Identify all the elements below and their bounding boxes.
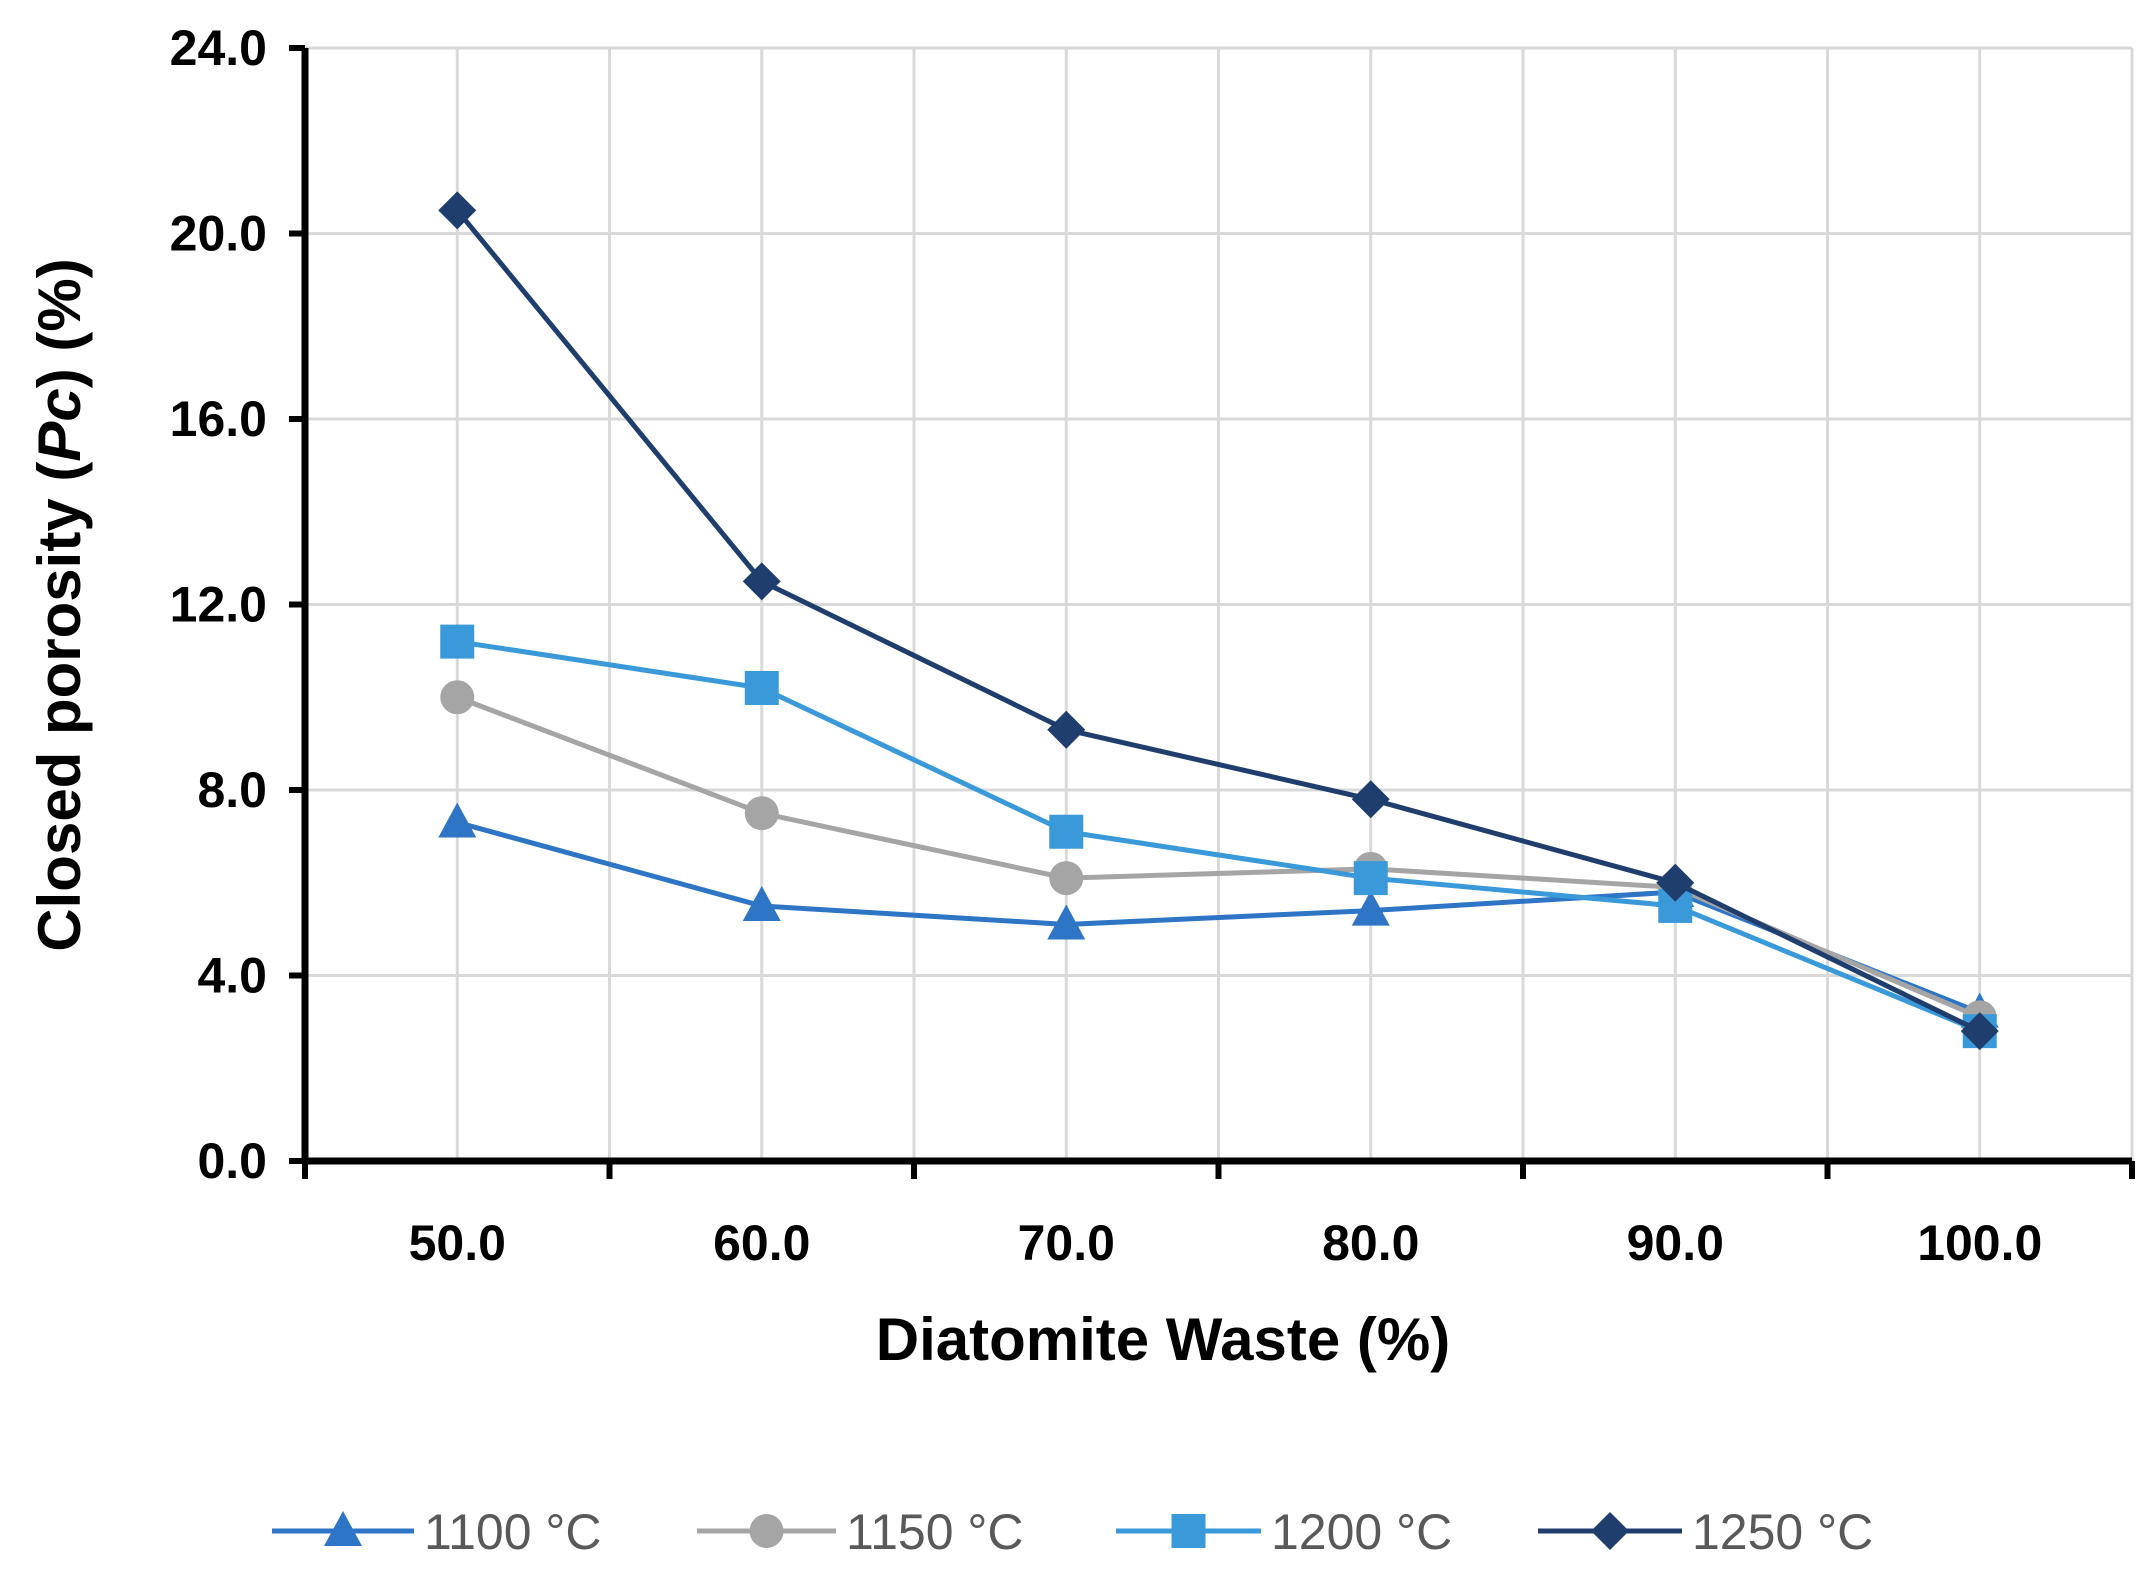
y-tick-label: 16.0 (170, 391, 267, 447)
data-point (1351, 780, 1390, 819)
legend-item: 1100 °C (272, 1504, 602, 1560)
y-axis-title-prefix: Closed porosity ( (26, 462, 93, 952)
data-point (744, 670, 779, 705)
legend-marker (1171, 1514, 1206, 1548)
data-series (438, 191, 1999, 1051)
data-point (744, 796, 779, 831)
y-tick-label: 4.0 (197, 948, 267, 1004)
x-tick-label: 90.0 (1627, 1215, 1724, 1271)
legend-item: 1200 °C (1116, 1504, 1452, 1560)
data-point (1049, 814, 1084, 849)
data-point (1960, 1012, 1999, 1051)
legend-item: 1250 °C (1538, 1504, 1873, 1560)
legend: 1100 °C 1150 °C 1200 °C 1250 °C (272, 1504, 1873, 1560)
legend-label: 1100 °C (424, 1504, 602, 1560)
y-axis-ticks: 0.0 4.0 8.0 12.0 16.0 20.0 24.0 (170, 20, 305, 1189)
gridlines (305, 46, 2134, 1161)
series-line (456, 639, 1981, 1034)
series-1200 (440, 624, 1997, 1049)
x-tick-label: 50.0 (409, 1215, 506, 1271)
data-point (1353, 861, 1388, 896)
x-tick-label: 100.0 (1917, 1215, 2042, 1271)
x-tick-label: 60.0 (713, 1215, 810, 1271)
y-tick-label: 8.0 (197, 762, 267, 818)
legend-label: 1150 °C (846, 1504, 1024, 1560)
y-tick-label: 12.0 (170, 577, 267, 633)
series-line (456, 820, 1981, 1015)
data-point (438, 802, 477, 838)
y-axis-title-italic: Pc (26, 388, 93, 461)
legend-label: 1250 °C (1692, 1504, 1873, 1560)
data-point (1047, 710, 1086, 749)
legend-marker (1591, 1512, 1629, 1550)
y-tick-label: 20.0 (170, 206, 267, 262)
x-axis-title: Diatomite Waste (%) (876, 1306, 1451, 1373)
data-point (1047, 904, 1086, 940)
y-tick-label: 24.0 (170, 20, 267, 76)
x-tick-label: 80.0 (1322, 1215, 1419, 1271)
y-tick-label: 0.0 (197, 1133, 267, 1189)
data-point (440, 680, 475, 715)
series-line (455, 208, 1981, 1034)
legend-marker (324, 1511, 362, 1546)
x-axis-ticks: 50.0 60.0 70.0 80.0 90.0 100.0 (302, 1161, 2135, 1271)
y-axis-title: Closed porosity (Pc) (%) (26, 258, 93, 951)
series-1250 (438, 191, 1999, 1051)
data-point (1656, 863, 1695, 902)
legend-label: 1200 °C (1271, 1504, 1452, 1560)
x-tick-label: 70.0 (1018, 1215, 1115, 1271)
data-point (1049, 861, 1084, 896)
data-point (742, 562, 781, 601)
y-axis-title-suffix: ) (%) (26, 258, 93, 388)
legend-item: 1150 °C (697, 1504, 1024, 1560)
legend-marker (749, 1514, 784, 1548)
data-point (438, 191, 477, 230)
data-point (742, 885, 781, 921)
data-point (1351, 890, 1390, 926)
data-point (440, 624, 475, 659)
